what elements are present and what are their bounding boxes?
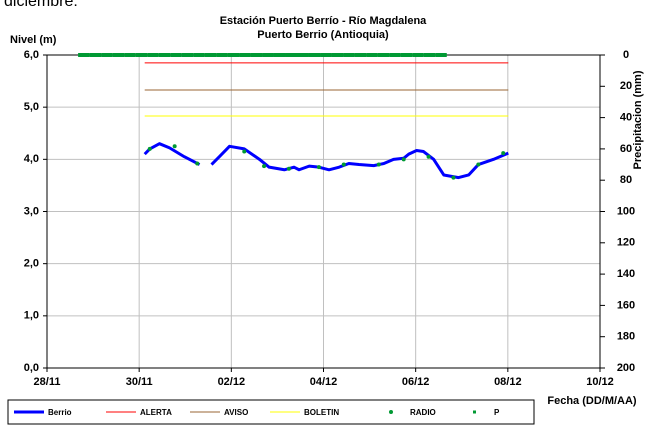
- y-axis-label: Nivel (m): [10, 34, 57, 46]
- precip-point: [412, 53, 424, 57]
- precip-point: [147, 53, 159, 57]
- precip-point: [262, 53, 274, 57]
- y2-tick-label: 40: [620, 112, 632, 124]
- precip-point: [331, 53, 344, 57]
- chart-title: Estación Puerto Berrío - Río Magdalena: [220, 15, 427, 27]
- legend-swatch: [473, 410, 476, 414]
- y2-tick-label: 20: [620, 80, 632, 92]
- x-tick-label: 28/11: [34, 376, 61, 388]
- radio-point: [401, 157, 406, 162]
- y-tick-label: 1,0: [24, 310, 39, 322]
- precip-point: [239, 53, 251, 57]
- x-tick-label: 30/11: [126, 376, 153, 388]
- x-axis-label: Fecha (DD/M/AA): [547, 395, 637, 407]
- y2-tick-label: 180: [617, 331, 635, 343]
- radio-point: [286, 166, 291, 171]
- precip-point: [423, 53, 436, 57]
- radio-point: [376, 162, 381, 167]
- y-tick-label: 5,0: [24, 101, 39, 113]
- precip-point: [308, 53, 321, 57]
- x-tick-label: 04/12: [310, 376, 338, 388]
- precip-point: [170, 53, 182, 57]
- y2-tick-label: 120: [617, 237, 635, 249]
- y-tick-label: 4,0: [24, 153, 39, 165]
- precip-point: [285, 53, 298, 57]
- y2-tick-label: 0: [623, 49, 629, 61]
- x-tick-label: 10/12: [586, 376, 614, 388]
- radio-point: [341, 162, 346, 167]
- precip-point: [435, 53, 447, 57]
- precip-point: [389, 53, 401, 57]
- y-tick-label: 3,0: [24, 205, 39, 217]
- radio-point: [172, 144, 177, 149]
- precip-point: [343, 53, 355, 57]
- precip-point: [204, 53, 217, 57]
- precip-point: [181, 53, 194, 57]
- radio-point: [316, 165, 321, 170]
- radio-point: [242, 149, 247, 154]
- precip-point: [193, 53, 205, 57]
- precip-point: [135, 53, 148, 57]
- header-text: diciembre:: [4, 0, 78, 10]
- y2-tick-label: 160: [617, 299, 635, 311]
- radio-point: [451, 175, 456, 180]
- precip-point: [227, 53, 240, 57]
- precip-point: [297, 53, 309, 57]
- x-tick-label: 08/12: [494, 376, 522, 388]
- y-tick-label: 6,0: [24, 49, 39, 61]
- y-tick-label: 0,0: [24, 362, 39, 374]
- precip-point: [366, 53, 378, 57]
- radio-point: [147, 146, 152, 151]
- series-line: [143, 142, 509, 180]
- precip-point: [112, 53, 125, 57]
- precip-point: [250, 53, 263, 57]
- precip-point: [78, 53, 90, 57]
- y2-tick-label: 100: [617, 205, 635, 217]
- radio-point: [476, 162, 481, 167]
- radio-point: [195, 161, 200, 166]
- y2-tick-label: 60: [620, 143, 632, 155]
- radio-point: [501, 151, 506, 156]
- legend-label: BOLETIN: [304, 408, 339, 417]
- precip-point: [101, 53, 113, 57]
- legend-label: P: [494, 408, 500, 417]
- x-tick-label: 02/12: [218, 376, 246, 388]
- precip-point: [124, 53, 136, 57]
- precip-point: [216, 53, 228, 57]
- y2-tick-label: 200: [617, 362, 635, 374]
- legend-label: Berrio: [48, 408, 72, 417]
- precip-point: [273, 53, 286, 57]
- precip-point: [158, 53, 171, 57]
- precip-point: [89, 53, 102, 57]
- legend-swatch: [389, 410, 393, 414]
- precip-point: [400, 53, 413, 57]
- y2-tick-label: 140: [617, 268, 635, 280]
- radio-point: [426, 154, 431, 159]
- legend-label: RADIO: [410, 408, 436, 417]
- precip-point: [354, 53, 367, 57]
- radio-point: [262, 164, 267, 169]
- chart-subtitle: Puerto Berrio (Antioquia): [257, 29, 389, 41]
- precip-point: [320, 53, 332, 57]
- y-tick-label: 2,0: [24, 258, 39, 270]
- y2-tick-label: 80: [620, 174, 632, 186]
- x-tick-label: 06/12: [402, 376, 430, 388]
- y2-axis-label: Precipitacion (mm): [632, 70, 644, 169]
- legend-label: ALERTA: [140, 408, 172, 417]
- precip-point: [377, 53, 390, 57]
- legend-label: AVISO: [224, 408, 248, 417]
